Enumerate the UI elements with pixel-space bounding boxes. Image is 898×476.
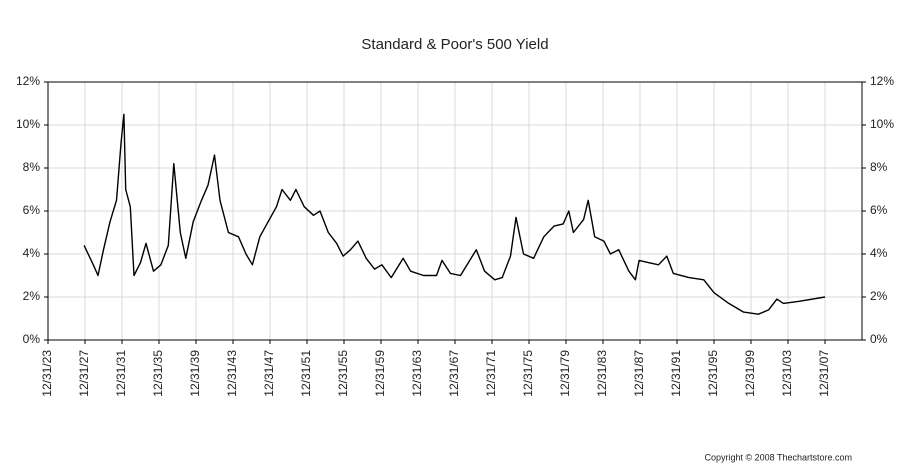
y-tick-label: 6% [23, 203, 41, 217]
y2-tick-label: 0% [870, 332, 888, 346]
x-tick-label: 12/31/03 [780, 350, 794, 397]
x-tick-label: 12/31/91 [669, 350, 683, 397]
x-tick-label: 12/31/31 [114, 350, 128, 397]
x-tick-label: 12/31/47 [262, 350, 276, 397]
y2-tick-label: 8% [870, 160, 888, 174]
x-tick-label: 12/31/95 [706, 350, 720, 397]
y2-tick-label: 10% [870, 117, 894, 131]
y-tick-label: 4% [23, 246, 41, 260]
x-tick-label: 12/31/59 [373, 350, 387, 397]
x-tick-label: 12/31/39 [188, 350, 202, 397]
x-tick-label: 12/31/99 [743, 350, 757, 397]
y2-tick-label: 6% [870, 203, 888, 217]
y-tick-label: 2% [23, 289, 41, 303]
x-tick-label: 12/31/51 [299, 350, 313, 397]
y2-tick-label: 12% [870, 74, 894, 88]
x-tick-label: 12/31/43 [225, 350, 239, 397]
x-tick-label: 12/31/79 [558, 350, 572, 397]
x-tick-label: 12/31/23 [40, 350, 54, 397]
x-tick-label: 12/31/67 [447, 350, 461, 397]
y-tick-label: 0% [23, 332, 41, 346]
plot-frame [47, 81, 863, 341]
chart-title: Standard & Poor's 500 Yield [361, 36, 548, 53]
x-tick-label: 12/31/71 [484, 350, 498, 397]
y-tick-label: 10% [16, 117, 40, 131]
y-tick-label: 12% [16, 74, 40, 88]
yield-line [83, 113, 826, 315]
x-tick-label: 12/31/63 [410, 350, 424, 397]
x-tick-label: 12/31/87 [632, 350, 646, 397]
y2-tick-label: 4% [870, 246, 888, 260]
x-tick-label: 12/31/55 [336, 350, 350, 397]
y-tick-label: 8% [23, 160, 41, 174]
x-tick-label: 12/31/75 [521, 350, 535, 397]
x-tick-label: 12/31/07 [817, 350, 831, 397]
y2-tick-label: 2% [870, 289, 888, 303]
x-tick-label: 12/31/35 [151, 350, 165, 397]
x-tick-label: 12/31/27 [77, 350, 91, 397]
x-tick-label: 12/31/83 [595, 350, 609, 397]
copyright: Copyright © 2008 Thechartstore.com [704, 452, 852, 462]
